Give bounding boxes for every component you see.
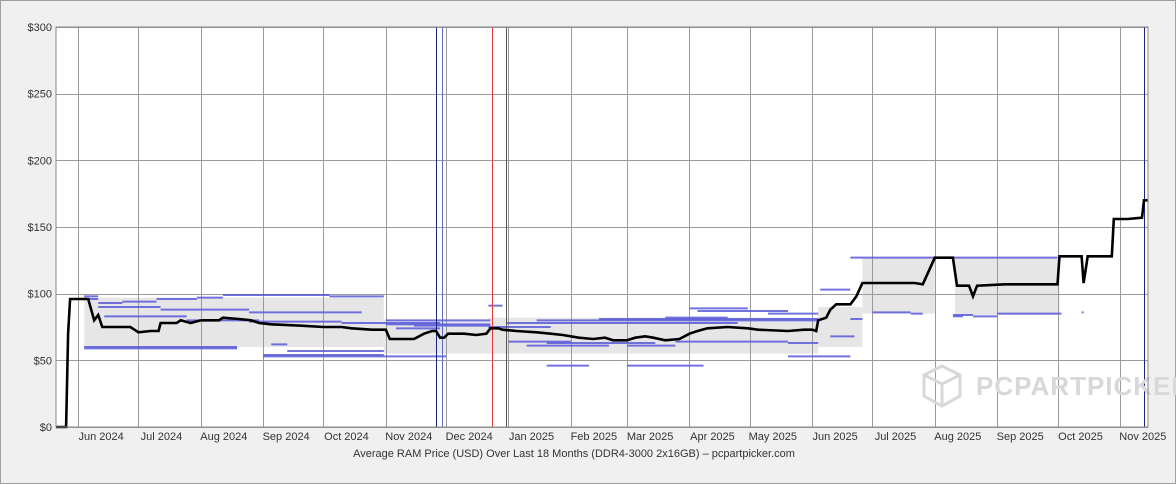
vendor-price-lines (84, 256, 1084, 367)
average-price-line (56, 199, 1148, 429)
x-tick-label: Jan 2025 (509, 431, 554, 443)
plot-border (55, 26, 1149, 428)
x-tick-label: Nov 2025 (1119, 431, 1166, 443)
y-tick-label: $200 (28, 155, 52, 167)
series-line (56, 199, 1148, 429)
x-tick-label: Aug 2025 (934, 431, 981, 443)
x-tick-label: Aug 2024 (200, 431, 247, 443)
x-tick-label: Jun 2024 (78, 431, 123, 443)
y-tick-label: $0 (40, 422, 52, 434)
range-band-segment (818, 307, 863, 347)
x-tick-label: Feb 2025 (571, 431, 617, 443)
x-tick-label: Dec 2024 (446, 431, 493, 443)
watermark-logo-icon (922, 364, 962, 408)
x-tick-label: Oct 2025 (1058, 431, 1103, 443)
y-axis-ticks: $0 $50 $100 $150 $200 $250 $300 (28, 22, 52, 434)
x-tick-label: Jun 2025 (813, 431, 858, 443)
x-tick-label: Jul 2025 (875, 431, 917, 443)
y-tick-label: $250 (28, 89, 52, 101)
y-tick-label: $50 (34, 355, 52, 367)
x-tick-label: Mar 2025 (627, 431, 673, 443)
x-tick-label: Oct 2024 (324, 431, 369, 443)
x-tick-label: Nov 2024 (385, 431, 432, 443)
y-tick-label: $150 (28, 222, 52, 234)
watermark-text: PCPARTPICKER (976, 371, 1176, 401)
x-tick-label: Sep 2025 (997, 431, 1044, 443)
x-axis-ticks: Jun 2024 Jul 2024 Aug 2024 Sep 2024 Oct 2024… (78, 431, 1166, 443)
chart-caption: Average RAM Price (USD) Over Last 18 Mon… (353, 448, 795, 460)
x-tick-label: May 2025 (749, 431, 797, 443)
watermark: PCPARTPICKER (922, 364, 1176, 408)
x-tick-label: Jul 2024 (141, 431, 183, 443)
range-band-segment (954, 257, 1058, 315)
range-band-segment (862, 257, 935, 314)
x-tick-label: Apr 2025 (690, 431, 735, 443)
x-tick-label: Sep 2024 (263, 431, 310, 443)
y-tick-label: $300 (28, 22, 52, 34)
event-markers (436, 27, 1145, 427)
y-tick-label: $100 (28, 289, 52, 301)
